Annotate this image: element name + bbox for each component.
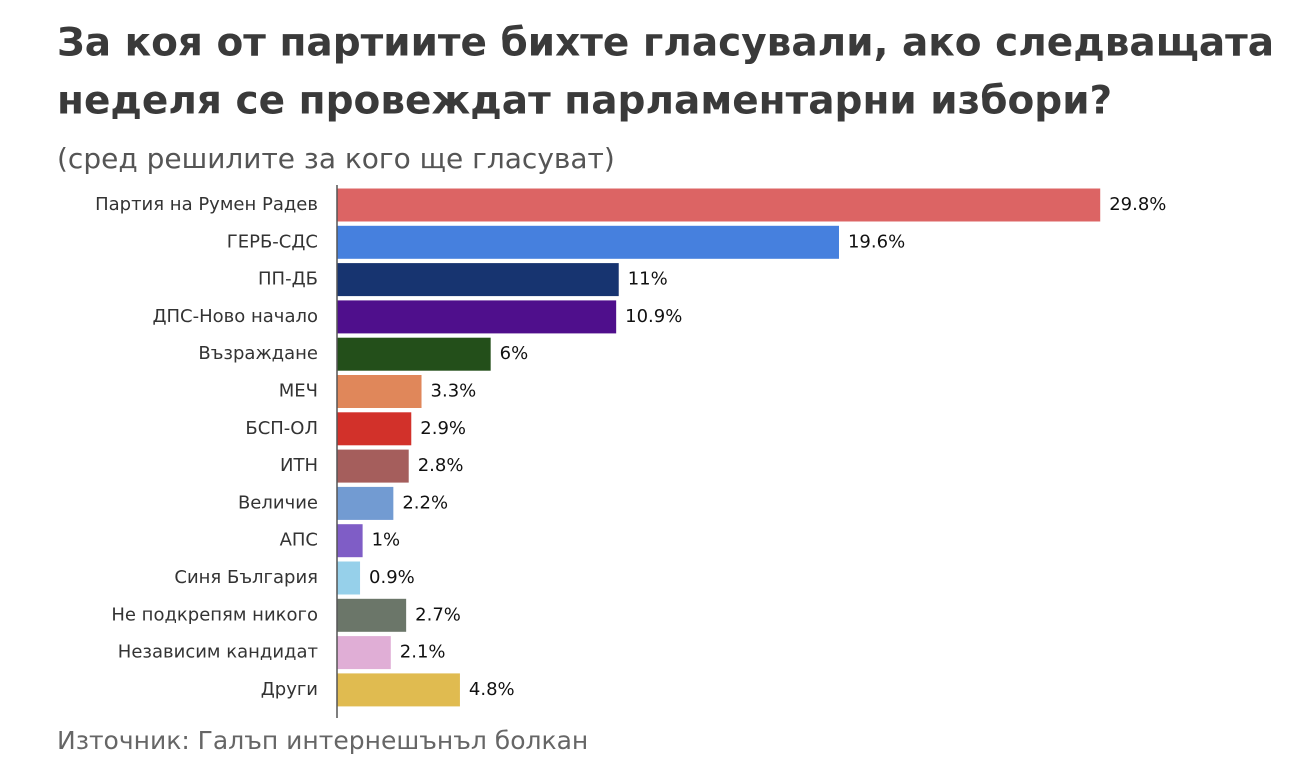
- value-label: 0.9%: [369, 567, 415, 588]
- value-label: 29.8%: [1109, 194, 1166, 215]
- category-labels: Партия на Румен Радев ГЕРБ-СДС ПП-ДБ ДПС-Но…: [95, 194, 318, 700]
- bar: [337, 673, 460, 707]
- chart-title: За коя от партиите бихте гласували, ако …: [57, 21, 1274, 66]
- value-label: 19.6%: [848, 231, 905, 252]
- value-label: 2.1%: [400, 642, 446, 663]
- value-label: 2.8%: [418, 455, 464, 476]
- category-label: Независим кандидат: [118, 642, 318, 663]
- bar: [337, 188, 1101, 222]
- bar: [337, 263, 619, 297]
- value-label: 2.2%: [402, 492, 448, 513]
- value-label: 2.7%: [415, 604, 461, 625]
- bar: [337, 375, 422, 408]
- category-label: МЕЧ: [279, 381, 318, 402]
- category-label: АПС: [280, 530, 318, 551]
- bar: [337, 524, 363, 558]
- bar: [337, 598, 407, 632]
- category-label: Синя България: [174, 567, 318, 588]
- category-label: Партия на Румен Радев: [95, 194, 318, 215]
- value-label: 4.8%: [469, 679, 515, 700]
- chart-subtitle: (сред решилите за кого ще гласуват): [57, 142, 615, 175]
- chart-title: неделя се провеждат парламентарни избори…: [57, 79, 1112, 124]
- bar: [337, 449, 409, 483]
- category-label: ДПС-Ново начало: [152, 306, 318, 327]
- bar: [337, 225, 839, 259]
- value-label: 10.9%: [625, 306, 682, 327]
- bar: [337, 636, 391, 670]
- category-label: БСП-ОЛ: [245, 418, 318, 439]
- bar: [337, 412, 412, 446]
- bar: [337, 300, 617, 334]
- category-label: ПП-ДБ: [258, 269, 318, 290]
- bar: [337, 337, 491, 371]
- category-label: Други: [261, 679, 318, 700]
- category-label: Величие: [238, 492, 318, 513]
- category-label: ИТН: [280, 455, 318, 476]
- category-label: ГЕРБ-СДС: [227, 231, 318, 252]
- value-label: 11%: [628, 269, 668, 290]
- value-label: 3.3%: [431, 381, 477, 402]
- source: Източник: Галъп интернешънъл болкан: [57, 726, 588, 755]
- value-label: 2.9%: [420, 418, 466, 439]
- bar: [337, 561, 361, 595]
- category-label: Не подкрепям никого: [111, 604, 318, 625]
- bar: [337, 486, 394, 520]
- value-label: 6%: [500, 343, 529, 364]
- category-label: Възраждане: [198, 343, 318, 364]
- value-label: 1%: [372, 530, 401, 551]
